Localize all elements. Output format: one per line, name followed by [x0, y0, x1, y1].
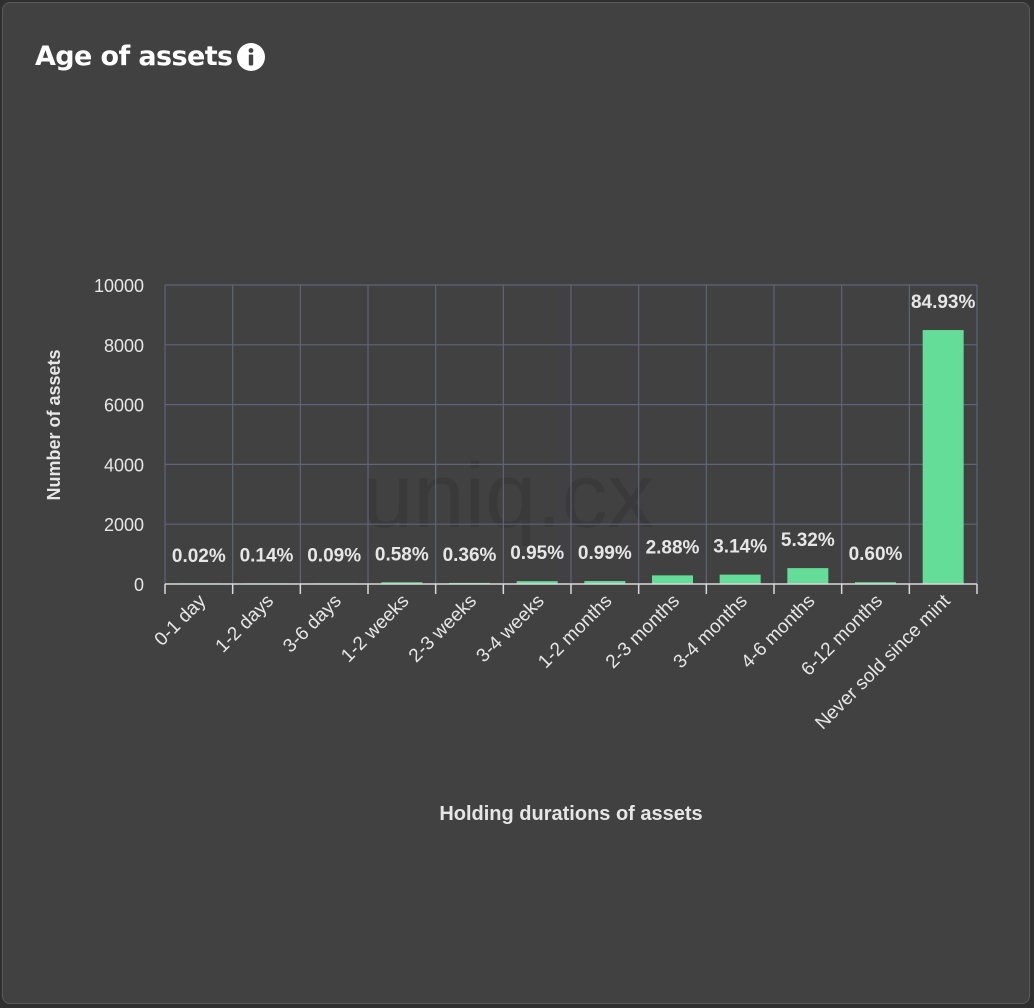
data-label: 0.36%	[443, 545, 497, 566]
chart-grid	[164, 284, 978, 584]
data-label: 3.14%	[713, 537, 767, 558]
data-label: 0.58%	[375, 544, 429, 565]
data-label: 0.60%	[849, 544, 903, 565]
x-tick-label: 3-6 days	[279, 591, 345, 657]
x-tick-label: 1-2 weeks	[337, 591, 413, 667]
bar-4-6-months	[787, 568, 829, 584]
y-tick-label: 2000	[104, 515, 144, 535]
bar-3-4-weeks	[516, 581, 558, 584]
bar-2-3-months	[652, 575, 693, 584]
chart-data-labels: 0.02% 0.14% 0.09% 0.58% 0.36% 0.95% 0.99% 2.88%…	[172, 292, 976, 567]
x-tick-label: 0-1 day	[151, 590, 211, 650]
bar-never-sold-since-mint	[922, 330, 964, 584]
data-label: 0.14%	[240, 546, 294, 567]
y-tick-label: 0	[134, 575, 144, 595]
data-label: 0.02%	[172, 546, 226, 567]
bar-3-4-months	[719, 574, 761, 584]
x-axis-title: Holding durations of assets	[439, 803, 702, 825]
y-tick-label: 6000	[104, 396, 144, 416]
y-axis-title: Number of assets	[44, 349, 64, 500]
x-tick-label: Never sold since mint	[811, 590, 955, 734]
data-label: 5.32%	[781, 530, 835, 551]
y-tick-label: 10000	[94, 276, 144, 296]
info-icon[interactable]	[236, 42, 266, 72]
data-label: 0.99%	[578, 543, 632, 564]
bar-1-2-weeks	[381, 582, 423, 584]
data-label: 2.88%	[646, 537, 700, 558]
bar-6-12-months	[855, 582, 896, 584]
data-label: 0.09%	[307, 546, 361, 567]
x-tick-label: 1-2 days	[212, 591, 278, 657]
data-label: 84.93%	[911, 292, 976, 313]
chart-bars	[178, 330, 964, 584]
watermark-text: uniq.cx	[362, 445, 654, 547]
data-label: 0.95%	[510, 543, 564, 564]
bar-1-2-months	[584, 581, 626, 584]
x-tick-label: 2-3 weeks	[405, 591, 481, 667]
y-tick-label: 4000	[104, 455, 144, 475]
y-tick-label: 8000	[104, 336, 144, 356]
card-title: Age of assets	[35, 41, 233, 72]
card-header: Age of assets	[35, 41, 266, 72]
